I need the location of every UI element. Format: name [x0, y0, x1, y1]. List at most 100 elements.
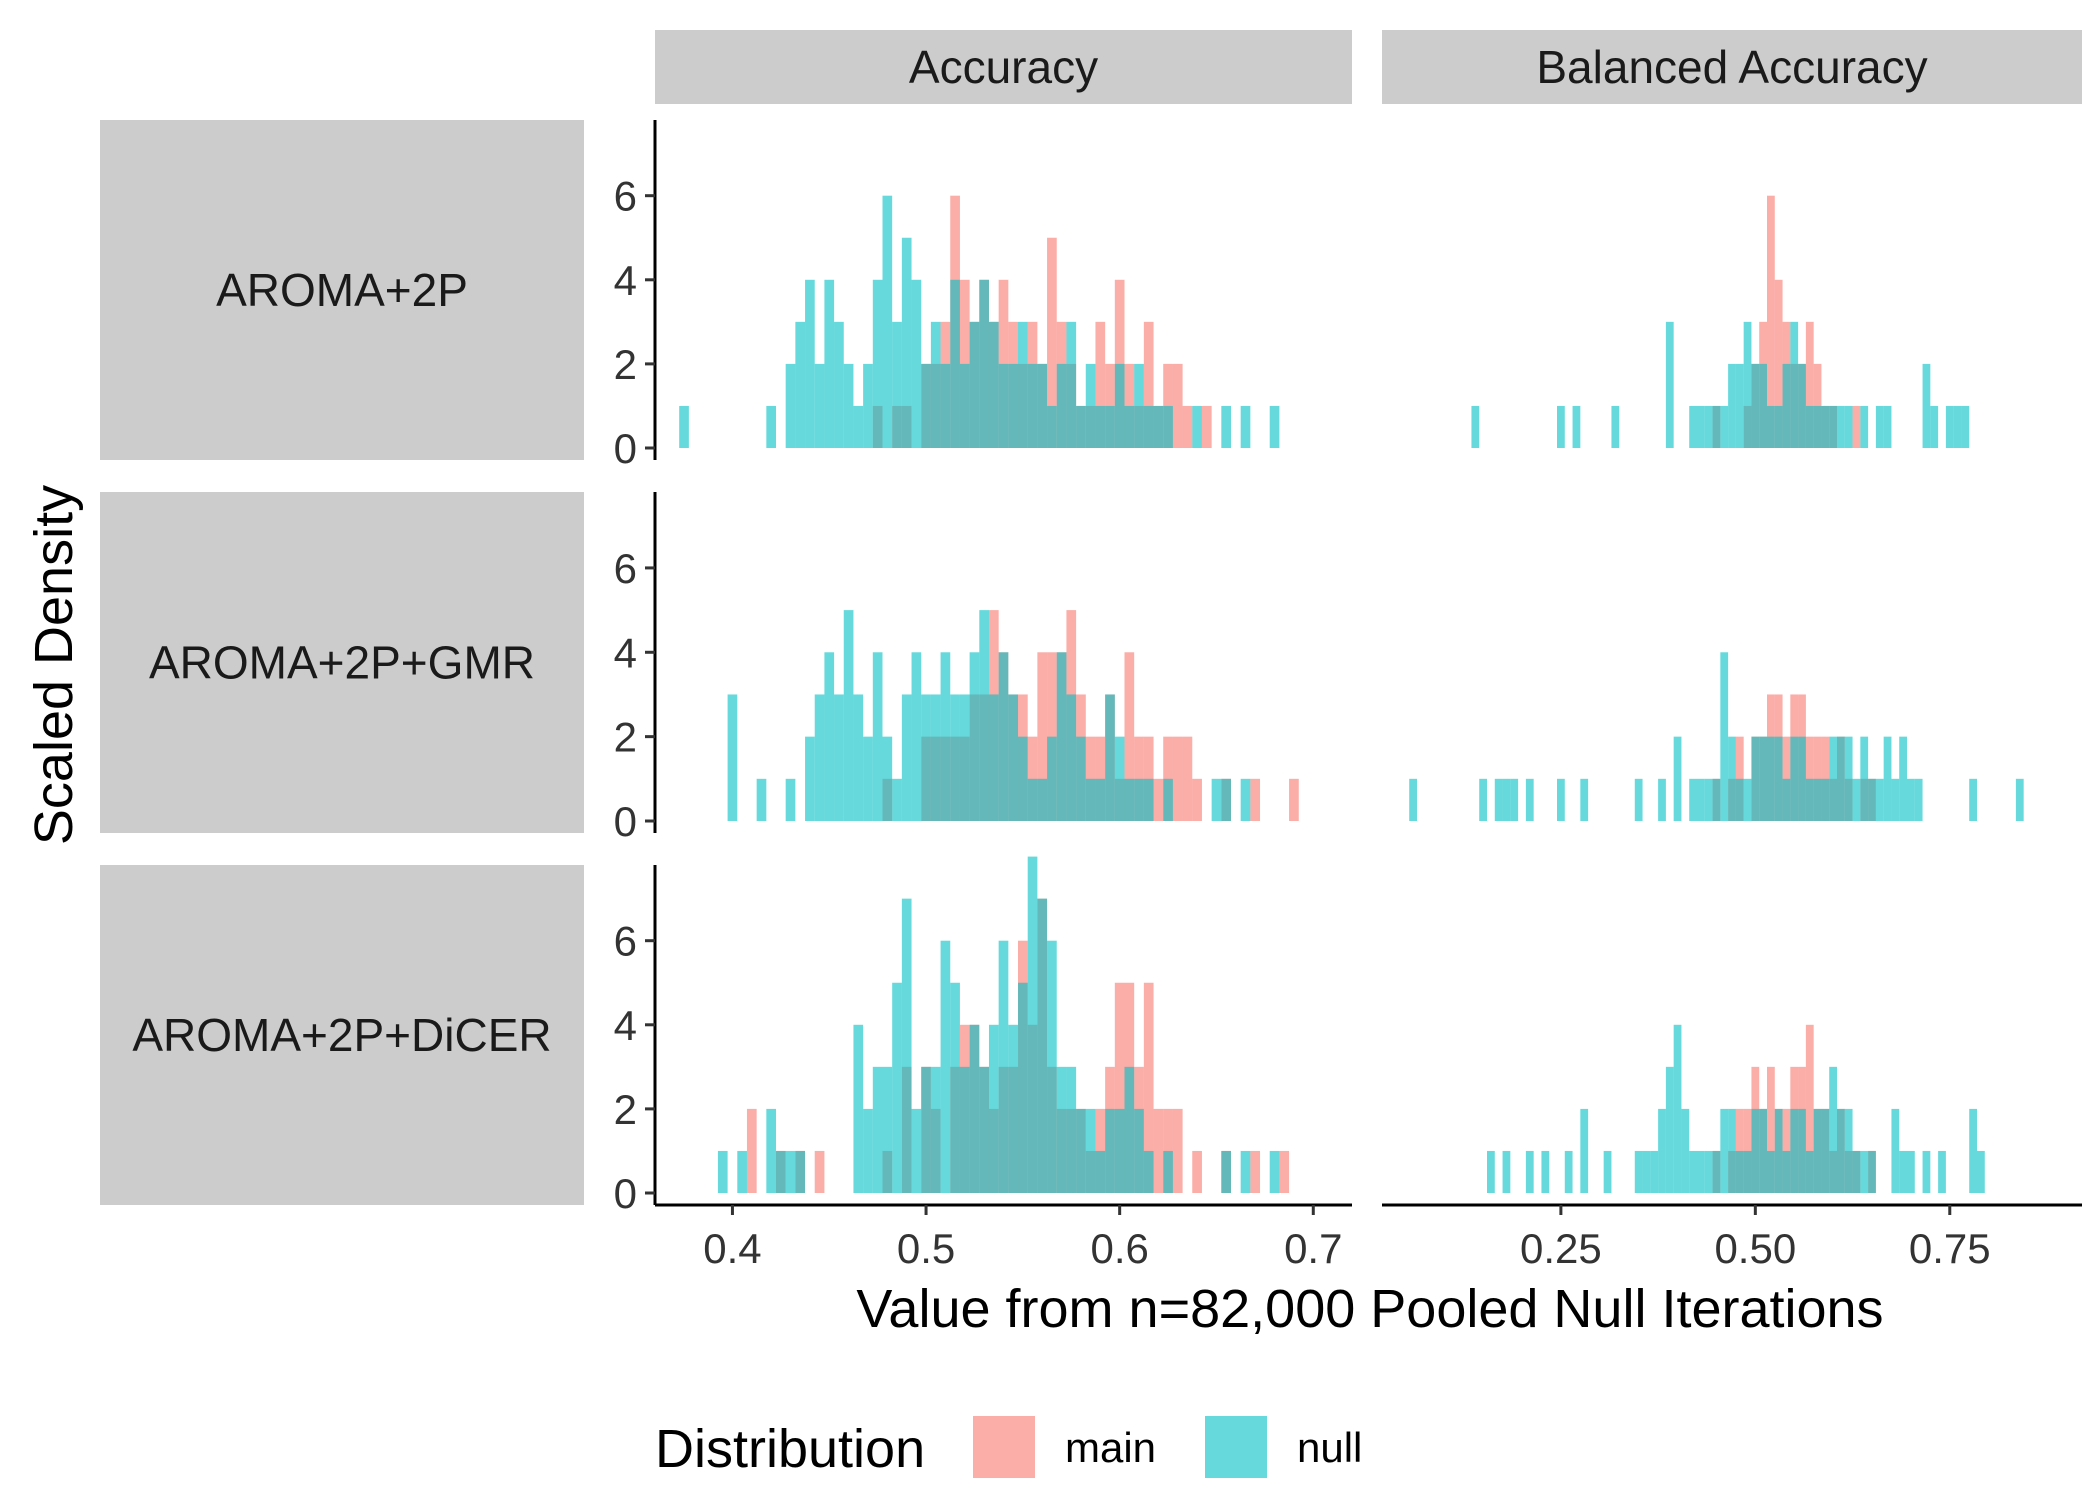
bar-null	[1665, 1066, 1674, 1193]
bar-null	[1134, 1108, 1144, 1193]
bar-null	[969, 1024, 980, 1193]
bar-main	[1201, 405, 1212, 448]
bar-null	[1977, 1150, 1985, 1193]
bar-null	[1774, 1108, 1783, 1193]
bar-main	[1153, 1108, 1164, 1193]
bar-null	[1852, 778, 1861, 821]
bar-null	[1076, 1108, 1086, 1193]
bar-null	[1008, 1024, 1019, 1193]
bar-null	[1134, 778, 1144, 821]
bar-null	[1471, 405, 1480, 448]
bar-null	[1008, 363, 1019, 448]
y-tick-label: 4	[614, 1002, 637, 1049]
x-tick-label: 0.7	[1284, 1225, 1342, 1272]
bar-null	[1704, 1150, 1713, 1193]
bar-null	[998, 363, 1009, 448]
bar-null	[1837, 1108, 1845, 1193]
bar-null	[1767, 1150, 1775, 1193]
bar-null	[872, 279, 883, 448]
bar-null	[805, 279, 815, 448]
bar-null	[1697, 778, 1705, 821]
bar-null	[1844, 1108, 1853, 1193]
bar-null	[863, 1108, 873, 1193]
bar-null	[1891, 1108, 1900, 1193]
bar-main	[1250, 778, 1261, 821]
bar-null	[1056, 652, 1067, 821]
facet-panels	[679, 195, 2024, 1193]
bar-null	[766, 1108, 777, 1193]
bar-null	[1027, 778, 1038, 821]
bar-null	[1922, 363, 1931, 448]
col-strip-balanced-accuracy	[1382, 30, 2082, 104]
y-tick-label: 4	[614, 257, 637, 304]
bar-null	[1018, 736, 1028, 821]
bar-null	[1124, 405, 1135, 448]
bar-null	[853, 405, 864, 448]
bar-null	[824, 279, 835, 448]
bar-main	[1279, 1150, 1290, 1193]
bar-null	[1525, 778, 1534, 821]
bar-null	[1665, 321, 1674, 448]
bar-null	[1751, 736, 1760, 821]
y-tick-label: 2	[614, 1086, 637, 1133]
bar-null	[1922, 1150, 1931, 1193]
bar-null	[998, 940, 1009, 1193]
bar-null	[1143, 405, 1154, 448]
bar-null	[834, 694, 844, 821]
bar-null	[1860, 405, 1869, 448]
bar-null	[1759, 736, 1767, 821]
bar-null	[1938, 1150, 1946, 1193]
bar-null	[756, 778, 767, 821]
bar-null	[1774, 405, 1783, 448]
bar-null	[1860, 736, 1869, 821]
bar-null	[737, 1150, 747, 1193]
bar-null	[1697, 1150, 1705, 1193]
bar-null	[1790, 736, 1799, 821]
bar-null	[1868, 1150, 1876, 1193]
bar-null	[1837, 405, 1845, 448]
bar-null	[1759, 1108, 1767, 1193]
bar-null	[1907, 778, 1915, 821]
bar-main	[1182, 736, 1193, 821]
legend-label-null: null	[1297, 1424, 1362, 1471]
bar-null	[979, 610, 989, 821]
y-tick-label: 2	[614, 714, 637, 761]
bar-null	[998, 652, 1009, 821]
y-tick-label: 0	[614, 1170, 637, 1217]
bar-null	[1221, 1150, 1231, 1193]
bar-main	[1095, 321, 1106, 448]
bar-null	[1008, 694, 1019, 821]
bar-main	[1153, 778, 1164, 821]
bar-null	[1774, 736, 1783, 821]
bar-null	[785, 778, 796, 821]
bar-null	[921, 1066, 931, 1193]
bar-null	[1743, 1150, 1752, 1193]
bar-null	[1798, 363, 1806, 448]
bar-null	[1875, 405, 1884, 448]
bar-main	[1852, 405, 1861, 448]
bar-null	[863, 736, 873, 821]
bar-null	[1143, 1150, 1154, 1193]
bar-null	[1689, 405, 1697, 448]
bar-null	[1487, 1150, 1495, 1193]
bar-null	[1192, 405, 1202, 448]
bar-null	[1899, 1150, 1907, 1193]
y-tick-label: 6	[614, 173, 637, 220]
bar-null	[940, 652, 951, 821]
bar-null	[911, 279, 922, 448]
bar-null	[1066, 1066, 1077, 1193]
bar-null	[988, 694, 999, 821]
bar-null	[1673, 736, 1682, 821]
bar-null	[950, 982, 960, 1193]
bar-null	[1580, 1108, 1589, 1193]
bar-null	[1899, 736, 1907, 821]
bar-null	[1580, 778, 1589, 821]
bar-main	[1767, 1066, 1775, 1193]
bar-null	[1221, 405, 1231, 448]
bar-null	[2015, 778, 2024, 821]
legend-key-main	[973, 1416, 1035, 1478]
bar-null	[1829, 736, 1837, 821]
bar-null	[1930, 405, 1939, 448]
panel-aroma-2p-dicer-balanced-accuracy	[1487, 1024, 1985, 1193]
